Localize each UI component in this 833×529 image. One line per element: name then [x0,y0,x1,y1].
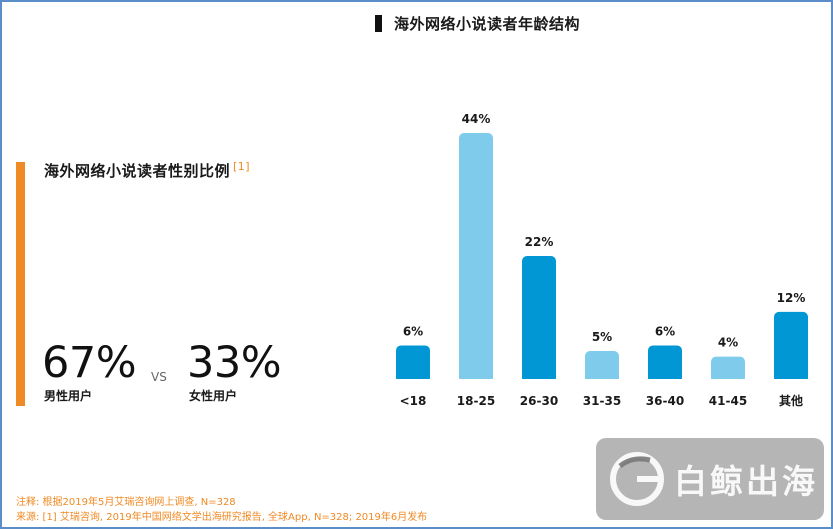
bar-6 [774,311,808,383]
baseline-mask [380,379,830,385]
chart-title: 海外网络小说读者年龄结构 [394,15,581,33]
data-label-3: 5% [592,330,612,344]
bar-4 [648,345,682,383]
title-marker [375,15,382,32]
bar-1 [459,133,493,383]
gender-title-text: 海外网络小说读者性别比例 [44,162,231,180]
footnote-source: 来源: [1] 艾瑞咨询, 2019年中国网络文学出海研究报告, 全球App, … [16,512,428,523]
category-label-3: 31-35 [583,394,621,408]
bar-5 [711,356,745,383]
category-label-4: 36-40 [646,394,684,408]
accent-bar [16,162,25,406]
data-label-6: 12% [777,291,806,305]
category-label-5: 41-45 [709,394,747,408]
watermark-text: 白鲸出海 [674,462,818,501]
bar-2 [522,256,556,383]
data-label-0: 6% [403,324,423,338]
watermark: 白鲸出海 [596,438,824,520]
footnote-survey: 注释: 根据2019年5月艾瑞咨询网上调查, N=328 [16,497,236,508]
category-label-2: 26-30 [520,394,558,408]
chart-header: 海外网络小说读者年龄结构 [375,13,580,34]
data-label-1: 44% [462,112,491,126]
bar-0 [396,345,430,383]
gender-title: 海外网络小说读者性别比例 [1] [44,160,250,181]
female-users-label: 女性用户 [189,389,238,403]
female-percentage: 33% [187,338,282,388]
bar-3 [585,351,619,383]
category-label-1: 18-25 [457,394,495,408]
data-label-4: 6% [655,324,675,338]
male-users-label: 男性用户 [44,389,93,403]
male-percentage: 67% [42,338,137,388]
category-label-6: 其他 [779,393,803,408]
vs-label: VS [151,370,167,384]
whale-g-logo-icon [610,452,664,506]
category-label-0: <18 [400,394,427,408]
data-label-2: 22% [525,235,554,249]
data-label-5: 4% [718,336,738,350]
gender-ref: [1] [233,160,251,173]
